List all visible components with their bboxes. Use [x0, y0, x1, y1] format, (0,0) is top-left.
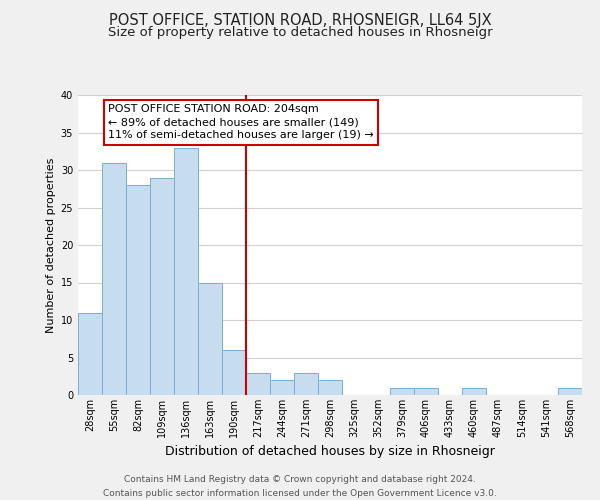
Bar — [270, 380, 294, 395]
Y-axis label: Number of detached properties: Number of detached properties — [46, 158, 56, 332]
Bar — [294, 372, 318, 395]
Text: Contains HM Land Registry data © Crown copyright and database right 2024.
Contai: Contains HM Land Registry data © Crown c… — [103, 476, 497, 498]
Bar — [558, 388, 582, 395]
Text: POST OFFICE STATION ROAD: 204sqm
← 89% of detached houses are smaller (149)
11% : POST OFFICE STATION ROAD: 204sqm ← 89% o… — [108, 104, 374, 141]
Bar — [102, 162, 126, 395]
Bar — [126, 185, 150, 395]
Bar — [174, 148, 198, 395]
Text: POST OFFICE, STATION ROAD, RHOSNEIGR, LL64 5JX: POST OFFICE, STATION ROAD, RHOSNEIGR, LL… — [109, 12, 491, 28]
X-axis label: Distribution of detached houses by size in Rhosneigr: Distribution of detached houses by size … — [165, 446, 495, 458]
Text: Size of property relative to detached houses in Rhosneigr: Size of property relative to detached ho… — [107, 26, 493, 39]
Bar — [462, 388, 486, 395]
Bar — [246, 372, 270, 395]
Bar — [318, 380, 342, 395]
Bar — [222, 350, 246, 395]
Bar — [390, 388, 414, 395]
Bar — [414, 388, 438, 395]
Bar — [198, 282, 222, 395]
Bar — [150, 178, 174, 395]
Bar — [78, 312, 102, 395]
